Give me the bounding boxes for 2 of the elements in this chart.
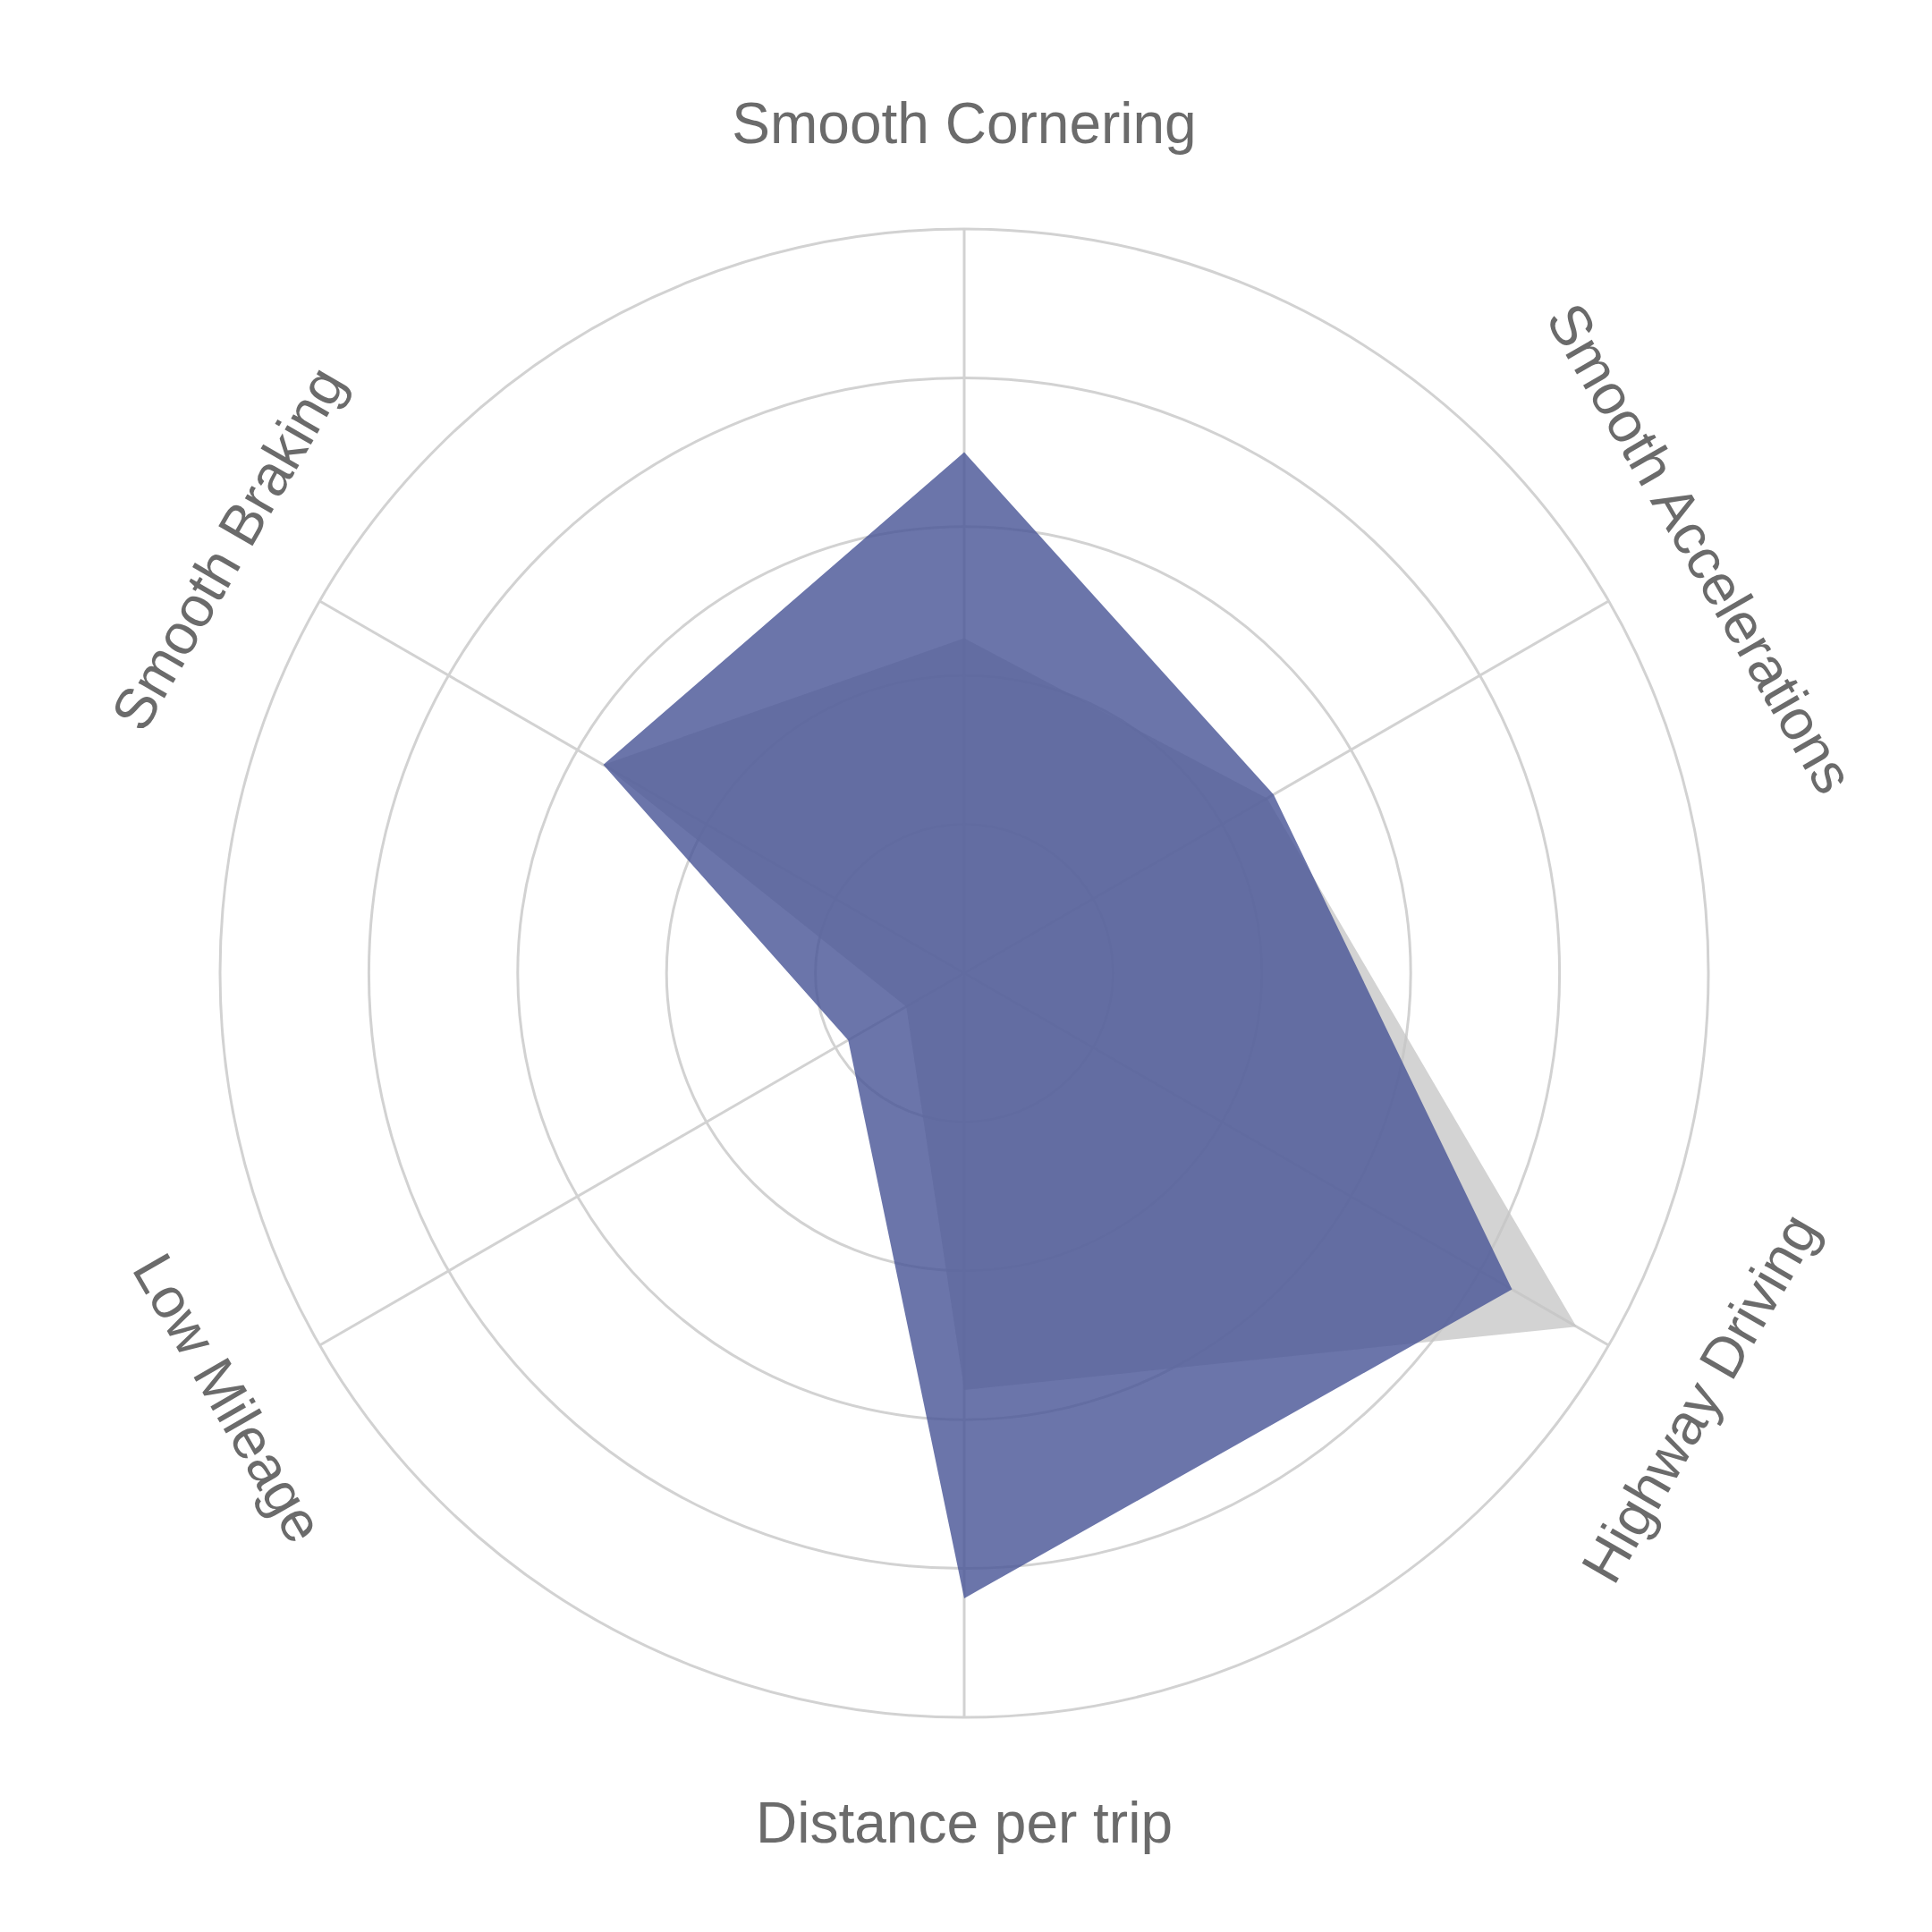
spoke-label: Smooth Cornering: [732, 91, 1197, 156]
spoke-label: Distance per trip: [756, 1791, 1173, 1855]
